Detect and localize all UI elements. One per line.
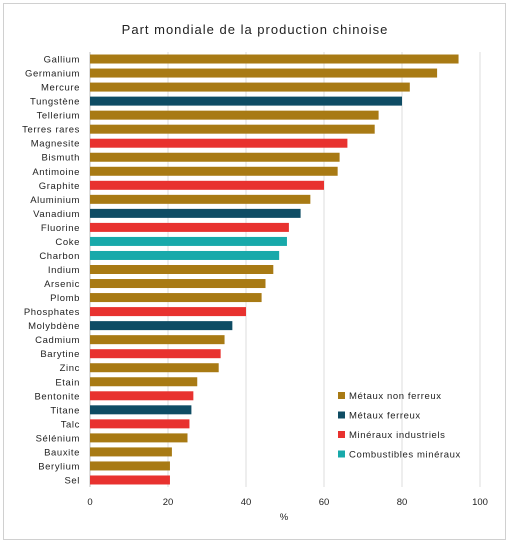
bar [90, 250, 280, 260]
x-axis-label: % [280, 512, 289, 523]
x-tick-label: 20 [163, 497, 174, 508]
category-label: Plomb [50, 293, 80, 304]
category-label: Sélénium [36, 433, 80, 444]
category-label: Bismuth [41, 153, 80, 164]
x-tick-label: 60 [319, 497, 330, 508]
bar [90, 321, 233, 331]
category-labels: Gallium Germanium Mercure Tungstène Telleriu… [22, 55, 80, 487]
category-label: Phosphates [24, 307, 80, 318]
x-tick-label: 100 [472, 497, 488, 508]
category-label: Bentonite [34, 391, 80, 402]
legend-swatch [338, 392, 345, 399]
category-label: Antimoine [32, 167, 80, 178]
bar [90, 307, 246, 317]
bar [90, 293, 262, 303]
x-tick-label: 40 [241, 497, 252, 508]
x-axis: 0 20 40 60 80 100 [87, 497, 488, 508]
category-label: Vanadium [33, 209, 80, 220]
legend-label: Métaux ferreux [349, 411, 421, 422]
legend-swatch [338, 411, 345, 419]
category-label: Bauxite [44, 447, 80, 458]
category-label: Barytine [40, 349, 80, 360]
bar [90, 265, 274, 274]
bar [90, 166, 338, 176]
legend: Métaux non ferreux Métaux ferreux Minéraux… [338, 391, 461, 461]
bar [90, 391, 194, 401]
x-tick-label: 80 [397, 497, 408, 508]
category-label: Indium [48, 265, 80, 276]
bar [90, 475, 170, 485]
bar [90, 180, 324, 190]
category-label: Aluminium [30, 195, 80, 206]
legend-label: Minéraux industriels [349, 430, 445, 441]
category-label: Arsenic [44, 279, 80, 290]
category-label: Charbon [39, 251, 80, 262]
category-label: Germanium [25, 69, 80, 80]
bar [90, 363, 219, 373]
category-label: Graphite [39, 181, 80, 192]
category-label: Mercure [41, 83, 80, 94]
x-tick-label: 0 [87, 497, 92, 508]
bar [90, 461, 170, 471]
bar [90, 96, 402, 106]
bar [90, 124, 375, 134]
bar [90, 236, 287, 246]
bar [90, 110, 379, 120]
category-label: Tellerium [37, 111, 80, 122]
category-label: Titane [50, 405, 80, 416]
bar [90, 54, 459, 64]
bar [90, 405, 192, 415]
bar [90, 335, 225, 345]
category-label: Zinc [60, 363, 80, 374]
category-label: Berylium [38, 461, 80, 472]
category-label: Magnesite [31, 139, 80, 150]
category-label: Etain [55, 377, 80, 388]
category-label: Gallium [44, 55, 80, 66]
category-label: Sel [64, 475, 80, 486]
grid [89, 52, 481, 487]
bar [90, 349, 221, 359]
category-label: Fluorine [41, 223, 80, 234]
category-label: Tungstène [30, 97, 80, 108]
category-label: Terres rares [22, 125, 80, 136]
bar [90, 377, 198, 387]
bar [90, 208, 301, 218]
bar [90, 152, 340, 162]
bars [90, 54, 459, 485]
legend-label: Combustibles minéraux [349, 450, 461, 461]
bar [90, 447, 172, 457]
bar [90, 194, 311, 204]
category-label: Molybdène [28, 321, 80, 332]
legend-swatch [338, 431, 345, 438]
bar [90, 279, 266, 289]
category-label: Cadmium [35, 335, 80, 346]
bar [90, 433, 188, 443]
bar [90, 82, 410, 92]
category-label: Talc [61, 419, 80, 430]
legend-label: Métaux non ferreux [349, 391, 442, 402]
bar [90, 68, 438, 78]
bar [90, 222, 289, 232]
legend-swatch [338, 450, 345, 458]
chart-title: Part mondiale de la production chinoise [122, 22, 389, 37]
category-label: Coke [55, 237, 80, 248]
bar [90, 419, 190, 429]
bar [90, 138, 348, 148]
